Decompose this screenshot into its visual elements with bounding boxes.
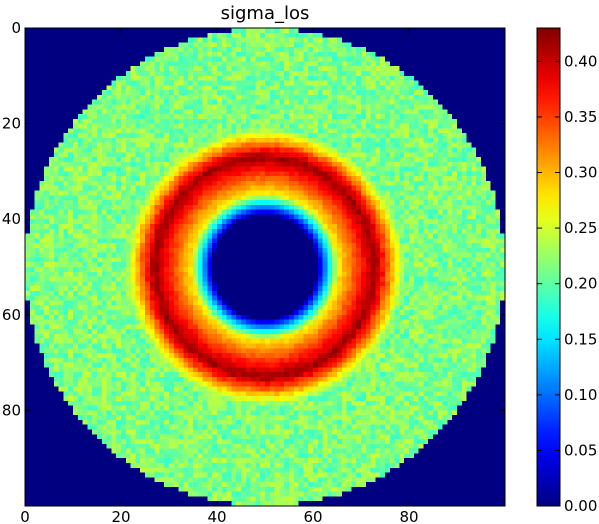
colorbar-tick-label: 0.20	[564, 275, 597, 293]
x-tick-label: 20	[111, 508, 130, 524]
x-tick-label: 40	[207, 508, 226, 524]
y-tick-label: 20	[2, 115, 21, 133]
y-axis: 0 20 40 60 80	[2, 19, 505, 419]
y-tick-label: 0	[11, 19, 21, 37]
chart-title: sigma_los	[221, 3, 310, 24]
heatmap-plot-area	[25, 28, 505, 506]
colorbar	[536, 27, 561, 507]
x-tick-label: 80	[399, 508, 418, 524]
x-axis: 0 20 40 60 80	[20, 28, 419, 524]
colorbar-tick-label: 0.10	[564, 386, 597, 404]
colorbar-tick-label: 0.00	[564, 497, 597, 515]
colorbar-tick-label: 0.05	[564, 441, 597, 459]
colorbar-tick-label: 0.40	[564, 52, 597, 70]
colorbar-tick-label: 0.35	[564, 108, 597, 126]
colorbar-tick-label: 0.15	[564, 330, 597, 348]
colorbar-axis: 0.00 0.05 0.10 0.15 0.20 0.25 0.30 0.35 0.40	[537, 52, 597, 515]
heatmap-image	[25, 28, 505, 506]
plot-frame	[24, 27, 506, 507]
colorbar-tick-label: 0.30	[564, 164, 597, 182]
y-tick-label: 80	[2, 401, 21, 419]
y-tick-label: 40	[2, 210, 21, 228]
y-tick-label: 60	[2, 306, 21, 324]
x-tick-label: 0	[20, 508, 30, 524]
colorbar-tick-label: 0.25	[564, 219, 597, 237]
x-tick-label: 60	[303, 508, 322, 524]
